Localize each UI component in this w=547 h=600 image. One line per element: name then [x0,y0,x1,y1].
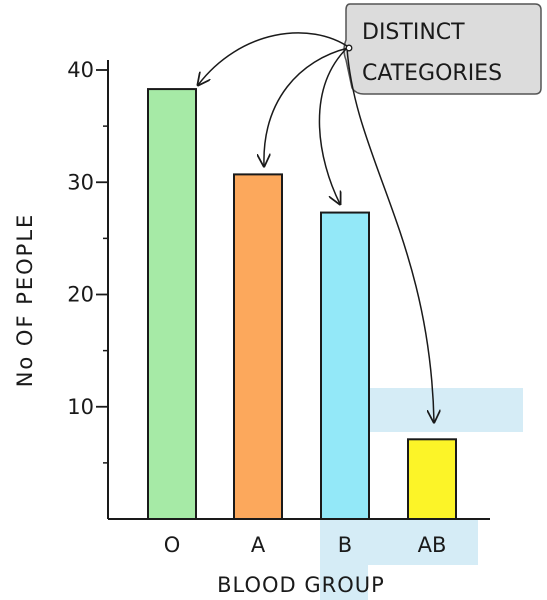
y-axis-label: No OF PEOPLE [13,213,37,388]
bar-o [147,88,197,521]
highlight-band-tick-ab [368,520,478,565]
y-tick-label: 30 [67,170,94,194]
x-ticks: O A B AB [164,533,447,557]
callout-line-2: CATEGORIES [362,61,502,86]
y-tick-label: 40 [67,58,94,82]
bar-b [320,211,370,520]
annotation-callout: DISTINCT CATEGORIES [343,3,542,95]
annotation-arrows [198,32,434,422]
arrow-to-a [264,47,349,166]
bar-ab [407,438,457,520]
arrow-origin-dot [345,44,353,52]
callout-line-1: DISTINCT [362,20,465,45]
x-tick-label-b: B [338,533,352,557]
y-tick-label: 10 [67,395,94,419]
x-tick-label-o: O [164,533,181,557]
x-tick-label-a: A [251,533,266,557]
bars-group [147,88,457,521]
callout-box [343,3,542,95]
arrow-to-o [198,32,351,85]
x-tick-label-ab: AB [418,533,447,557]
arrow-to-b [318,47,348,204]
bar-a [233,173,283,521]
y-ticks: 10 20 30 40 [67,58,108,464]
arrow-to-ab [346,47,434,422]
y-tick-label: 20 [67,283,94,307]
x-axis-label: BLOOD GROUP [217,573,385,597]
